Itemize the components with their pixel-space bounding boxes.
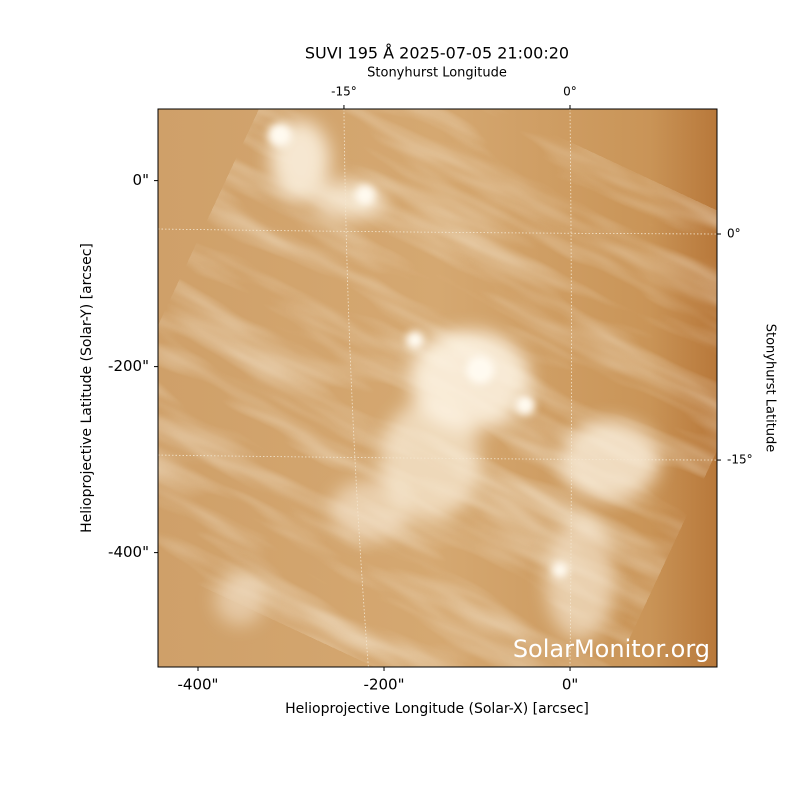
- plot-frame: [157, 108, 718, 668]
- x-tick-label: 0": [562, 676, 578, 694]
- y-axis-label: Helioprojective Latitude (Solar-Y) [arcs…: [79, 243, 95, 533]
- lon-grid-line: [569, 108, 572, 668]
- y-tick-label: -200": [108, 357, 149, 375]
- x-tick-label: -400": [178, 676, 219, 694]
- lon-tick-label: -15°: [331, 85, 357, 99]
- y-tick-label: -400": [108, 543, 149, 561]
- watermark: SolarMonitor.org: [513, 635, 710, 663]
- solar-image: [158, 109, 717, 667]
- lon-tick-label: 0°: [563, 85, 577, 99]
- y-tick-label: 0": [133, 171, 149, 189]
- lat-grid-line: [157, 454, 718, 461]
- chart-title: SUVI 195 Å 2025-07-05 21:00:20: [305, 44, 569, 63]
- x-tick-label: -200": [364, 676, 405, 694]
- lat-tick-label: -15°: [727, 453, 753, 467]
- top-axis-label: Stonyhurst Longitude: [367, 66, 507, 81]
- right-axis-label: Stonyhurst Latitude: [763, 324, 778, 453]
- coordinate-grid: [157, 108, 718, 668]
- lat-tick-label: 0°: [727, 227, 741, 241]
- lon-grid-line: [343, 108, 369, 668]
- lat-grid-line: [157, 228, 718, 235]
- x-axis-label: Helioprojective Longitude (Solar-X) [arc…: [285, 701, 589, 717]
